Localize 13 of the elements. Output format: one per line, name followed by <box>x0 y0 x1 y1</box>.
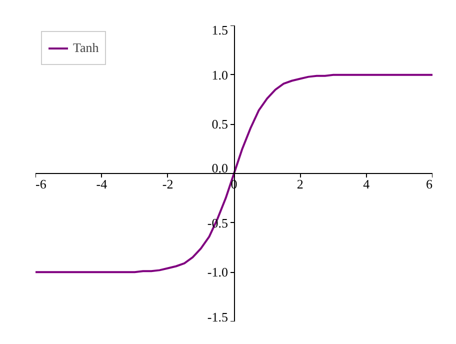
x-tick-label: 2 <box>296 176 304 192</box>
x-tick-label: -4 <box>96 176 108 192</box>
y-tick-label: 1.5 <box>212 22 228 38</box>
y-tick-label: 1.0 <box>212 67 228 82</box>
y-tick-label: 0.0 <box>212 160 228 176</box>
x-tick-label: 4 <box>363 176 370 192</box>
legend-label: Tanh <box>73 40 99 56</box>
x-tick-label: 6 <box>426 176 433 192</box>
y-tick-label: 0.5 <box>212 116 228 132</box>
y-tick-label: -1.0 <box>207 264 228 280</box>
x-tick-label: -6 <box>36 176 47 192</box>
x-tick-label: -2 <box>162 176 174 192</box>
y-tick-label: -1.5 <box>207 310 228 324</box>
